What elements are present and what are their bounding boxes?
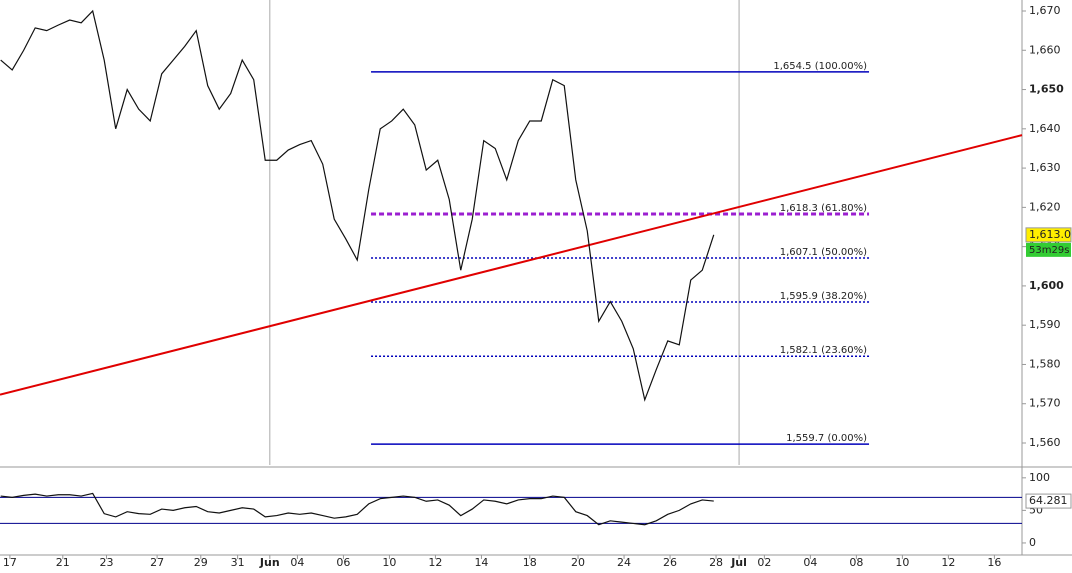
x-tick-label: 14 (474, 556, 488, 569)
x-tick-label: 21 (56, 556, 70, 569)
current-box (1025, 493, 1072, 509)
y-tick-label: 1,560 (1029, 436, 1061, 449)
x-tick-label: 27 (150, 556, 164, 569)
x-tick-label: 20 (571, 556, 585, 569)
timer-box (1026, 242, 1071, 257)
trendline (0, 134, 1023, 396)
y-tick-label: 1,620 (1029, 200, 1061, 213)
y-tick-label: 100 (1029, 471, 1050, 484)
x-tick-label: 04 (290, 556, 304, 569)
price-line (0, 9, 715, 402)
y-tick-label: 1,670 (1029, 4, 1061, 17)
y-tick-label: 1,600 (1029, 279, 1064, 292)
x-tick-label: 12 (941, 556, 955, 569)
x-tick-label: 02 (757, 556, 771, 569)
fib-label: 1,654.5 (100.00%) (773, 61, 867, 72)
y-tick-label: 1,650 (1029, 83, 1064, 96)
x-tick-label: 31 (231, 556, 245, 569)
x-tick-label: 18 (523, 556, 537, 569)
x-tick-label: 28 (709, 556, 723, 569)
x-tick-label: 26 (663, 556, 677, 569)
y-tick-label: 1,570 (1029, 397, 1061, 410)
current-box (1025, 227, 1072, 243)
price-line (0, 492, 714, 526)
y-tick-label: 1,660 (1029, 43, 1061, 56)
x-tick-label: Jun (259, 556, 280, 569)
x-tick-label: 16 (987, 556, 1001, 569)
x-tick-label: 23 (100, 556, 114, 569)
x-tick-label: 06 (336, 556, 350, 569)
x-tick-label: 24 (617, 556, 631, 569)
fib-label: 1,559.7 (0.00%) (786, 433, 867, 444)
y-tick-label: 1,590 (1029, 318, 1061, 331)
x-tick-label: 29 (194, 556, 208, 569)
x-tick-label: 17 (3, 556, 17, 569)
fib-label: 1,582.1 (23.60%) (780, 345, 867, 356)
timer: 53m29s (1029, 245, 1069, 256)
fib-label: 1,618.3 (61.80%) (780, 203, 867, 214)
y-tick-label: 1,580 (1029, 357, 1061, 370)
fib-label: 1,595.9 (38.20%) (780, 291, 867, 302)
x-tick-label: 12 (428, 556, 442, 569)
fib-label: 1,607.1 (50.00%) (780, 247, 867, 258)
x-tick-label: 04 (803, 556, 817, 569)
x-tick-label: Jul (730, 556, 747, 569)
y-tick-label: 1,640 (1029, 122, 1061, 135)
y-tick-label: 1,630 (1029, 161, 1061, 174)
x-tick-label: 08 (849, 556, 863, 569)
x-tick-label: 10 (382, 556, 396, 569)
y-tick-label: 0 (1029, 536, 1036, 549)
current-label: 64.281 (1029, 494, 1068, 507)
x-tick-label: 10 (895, 556, 909, 569)
current-label: 1,613.0 (1029, 228, 1071, 241)
